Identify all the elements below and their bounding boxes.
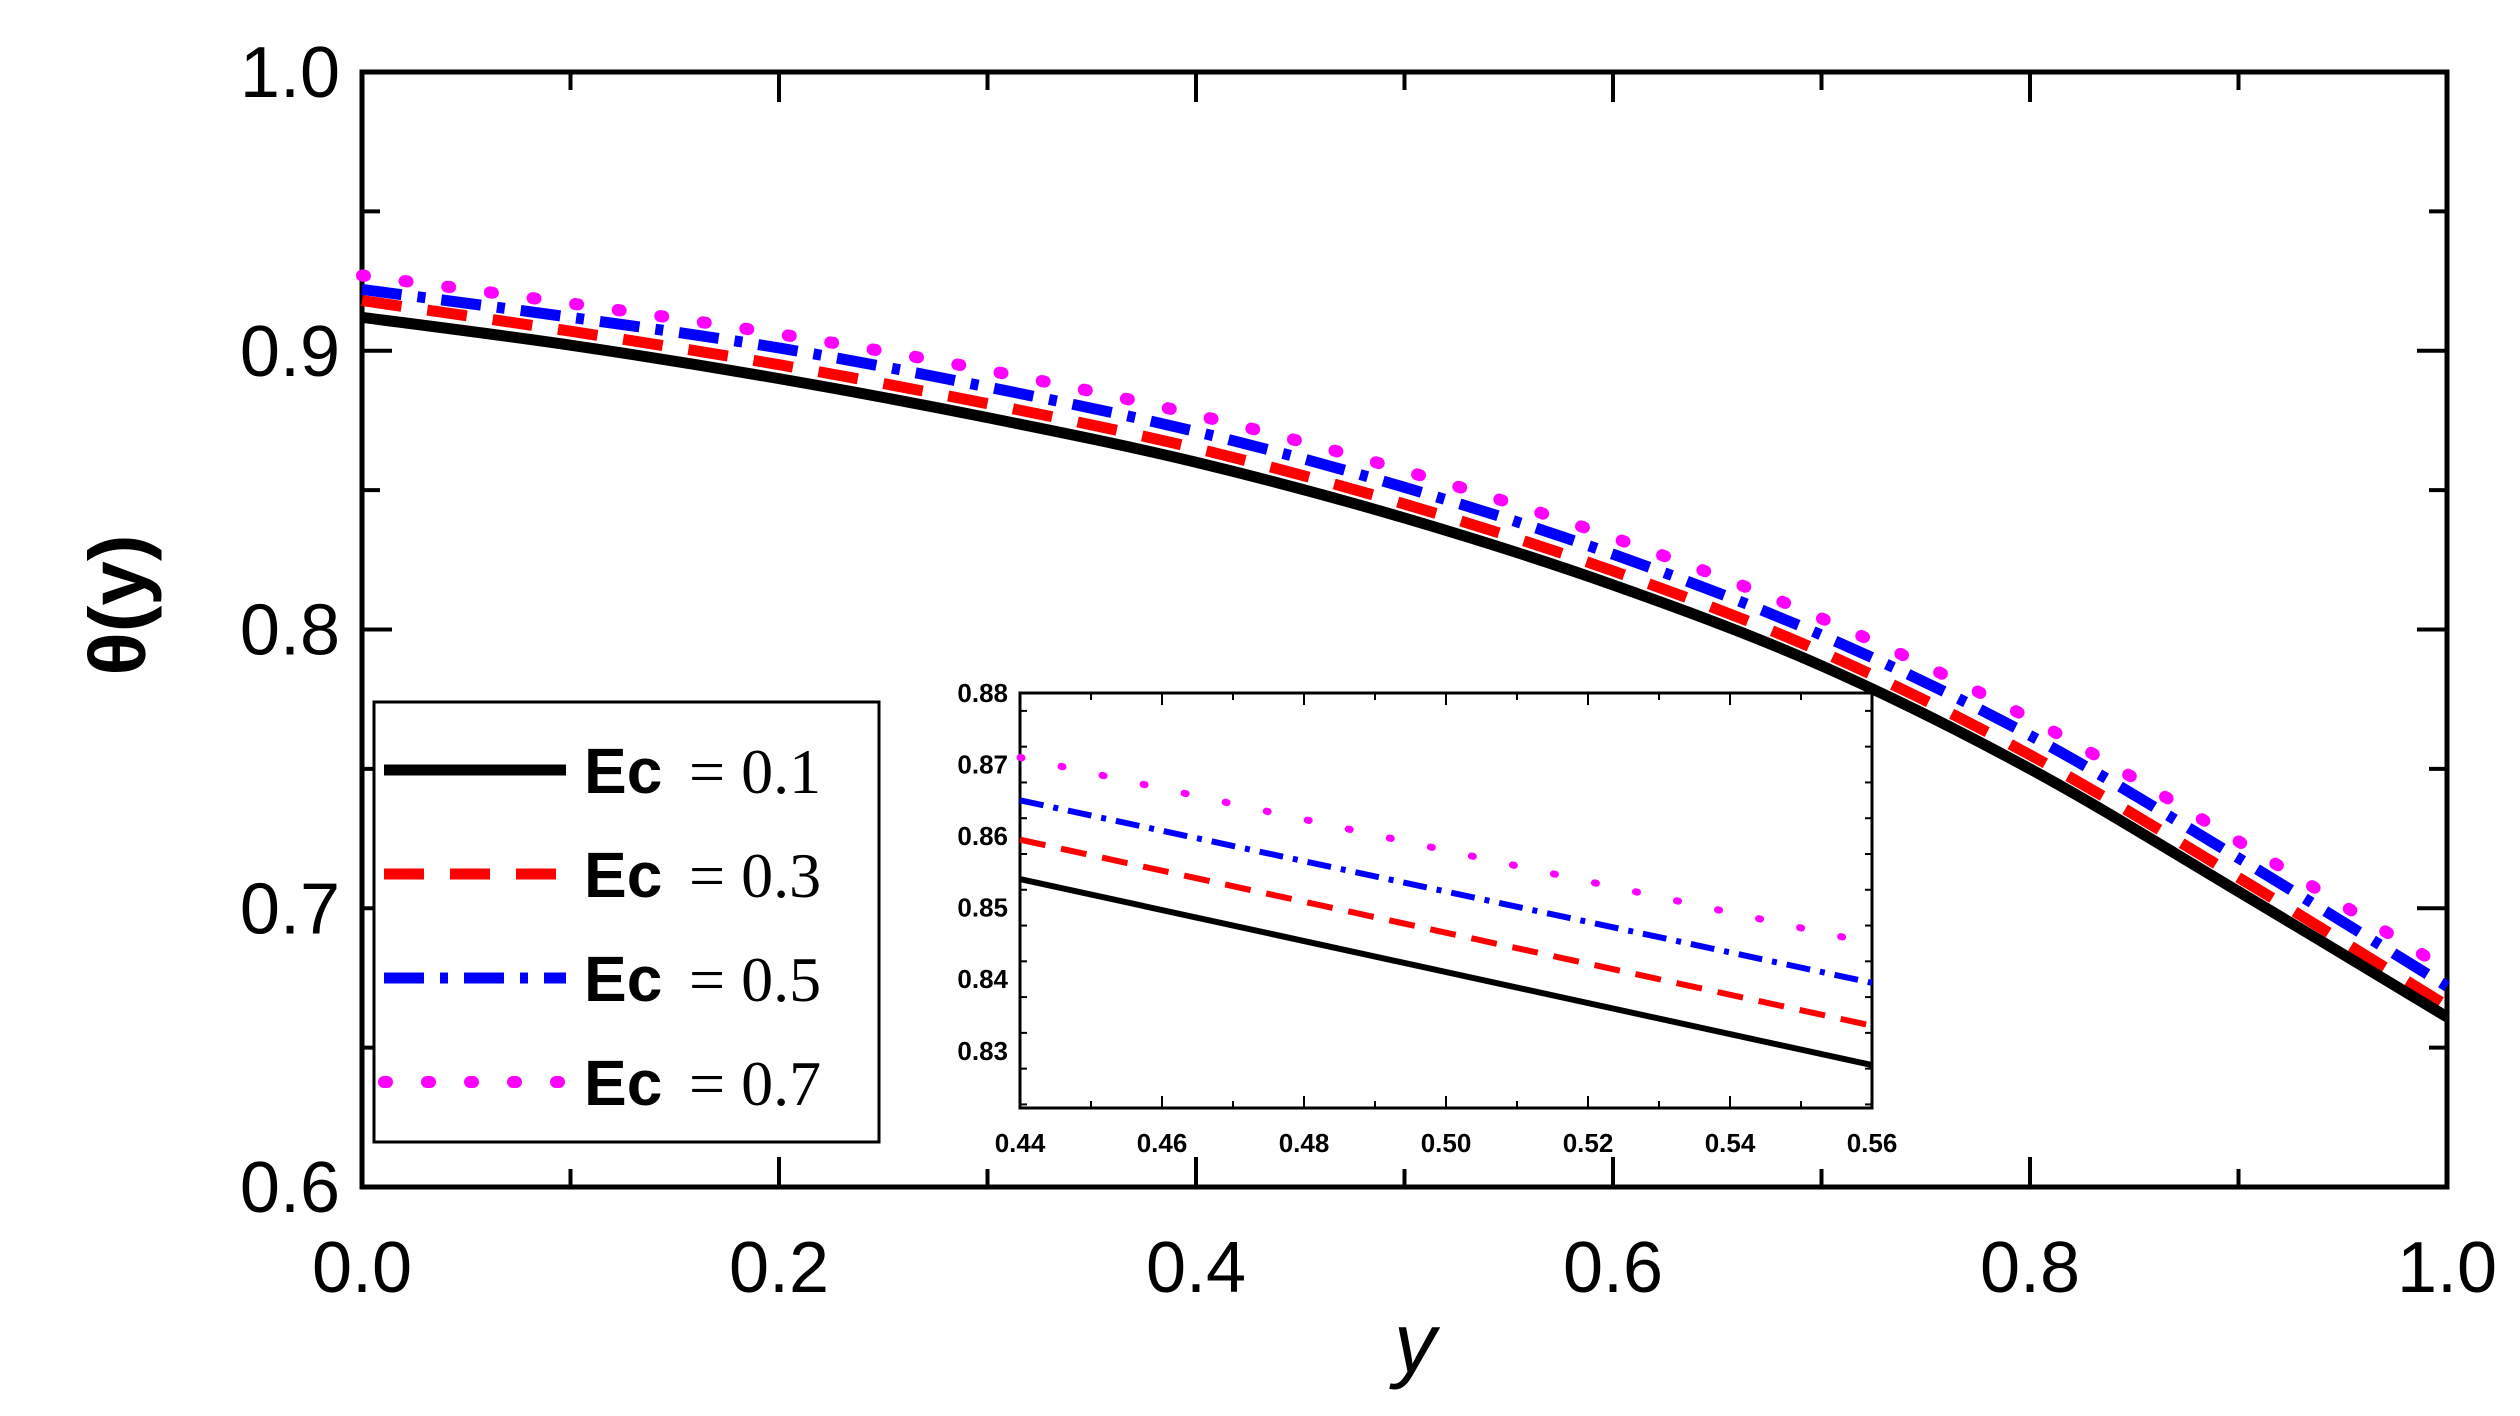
inset-series-line-dashed: [1019, 836, 1873, 1029]
inset-series-line-solid: [1019, 876, 1873, 1068]
inset-frame: [1018, 691, 1874, 1110]
inset-y-tick-label: 0.85: [957, 893, 1008, 923]
legend-label: Ec: [584, 943, 662, 1015]
inset-x-tick-label: 0.54: [1705, 1128, 1756, 1158]
x-tick-label: 0.2: [729, 1228, 829, 1308]
inset-x-tick-label: 0.44: [995, 1128, 1046, 1158]
inset-y-tick-label: 0.87: [957, 750, 1008, 780]
y-tick-label: 0.9: [240, 312, 340, 392]
x-tick-label: 0.4: [1146, 1228, 1246, 1308]
x-axis-label: y: [1389, 1296, 1441, 1390]
legend-label: Ec: [584, 735, 662, 807]
inset-x-tick-label: 0.56: [1847, 1128, 1898, 1158]
inset-x-tick-label: 0.50: [1421, 1128, 1472, 1158]
legend-value: = 0.3: [689, 840, 821, 911]
legend-value: = 0.7: [689, 1048, 821, 1119]
legend-value: = 0.1: [689, 736, 821, 807]
inset-chart: 0.44 0.46 0.48 0.50 0.52 0.54 0.56 0.83 0.84 0.85…: [957, 678, 1897, 1158]
legend-label: Ec: [584, 839, 662, 911]
x-tick-label: 0.0: [312, 1228, 412, 1308]
inset-y-tick-label: 0.88: [957, 678, 1008, 708]
inset-x-tick-label: 0.48: [1279, 1128, 1330, 1158]
series-line-dashed: [361, 295, 2450, 1011]
inset-y-tick-label: 0.83: [957, 1036, 1008, 1066]
series-line-dotted: [356, 269, 2453, 976]
inset-x-tick-label: 0.46: [1137, 1128, 1188, 1158]
inset-x-tick-label: 0.52: [1563, 1128, 1614, 1158]
y-axis-label: θ(y): [73, 534, 162, 675]
y-tick-label: 0.6: [240, 1148, 340, 1228]
x-tick-label: 0.8: [1980, 1228, 2080, 1308]
legend-label: Ec: [584, 1047, 662, 1119]
inset-y-tick-label: 0.86: [957, 821, 1008, 851]
main-series: [356, 269, 2453, 1022]
series-line-solid: [361, 311, 2450, 1022]
main-axes: 0.0 0.2 0.4 0.6 0.8 1.0 0.6 0.7 0.8 0.9 1.0: [240, 33, 2497, 1308]
y-tick-label: 1.0: [240, 33, 340, 113]
legend: Ec = 0.1 Ec = 0.3 Ec = 0.5 Ec = 0.7: [372, 700, 881, 1144]
x-tick-label: 1.0: [2397, 1228, 2497, 1308]
y-tick-label: 0.8: [240, 591, 340, 671]
series-line-dashdot: [361, 283, 2450, 991]
x-tick-label: 0.6: [1563, 1228, 1663, 1308]
inset-y-tick-label: 0.84: [957, 964, 1008, 994]
y-tick-label: 0.7: [240, 869, 340, 949]
legend-value: = 0.5: [689, 944, 821, 1015]
